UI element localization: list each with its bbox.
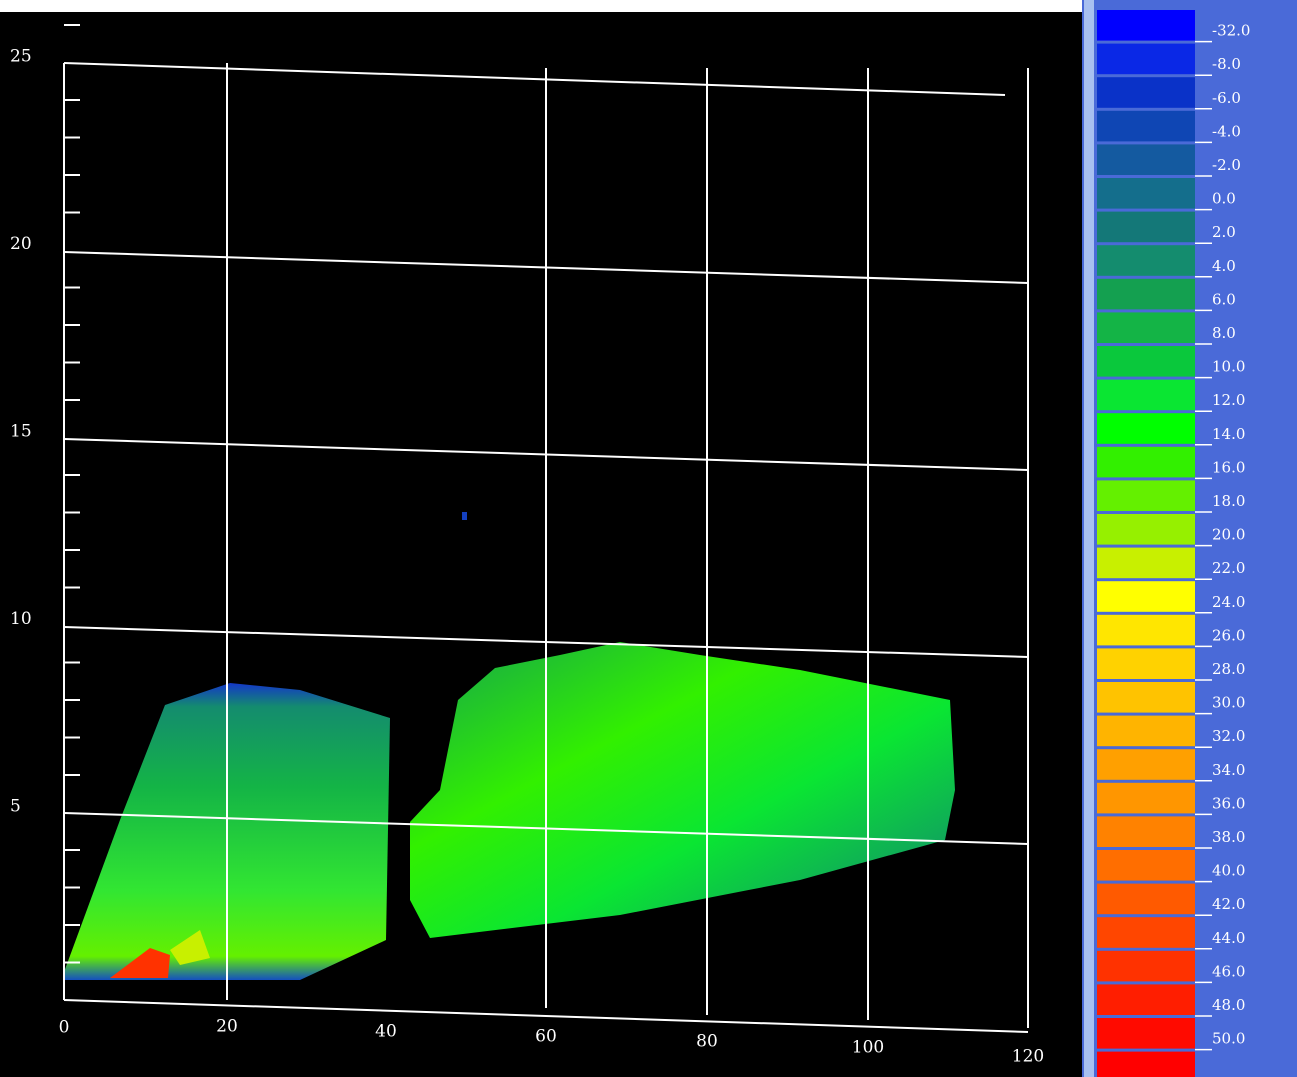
y-tick-label: 25 [10,47,32,67]
colorbar-label: 12.0 [1212,391,1245,409]
color-swatch [1097,850,1195,881]
color-swatch [1097,413,1195,444]
colorbar-label: 18.0 [1212,492,1245,510]
colorbar-label: 6.0 [1212,290,1236,308]
color-swatch [1097,514,1195,545]
color-swatch [1097,783,1195,814]
color-swatch [1097,917,1195,948]
colorbar-label: 36.0 [1212,794,1245,812]
x-tick-label: 40 [375,1022,397,1042]
colorbar-label: 50.0 [1212,1030,1245,1048]
echo-speck [462,512,467,520]
colorbar-label: 2.0 [1212,223,1236,241]
y-tick-label: 5 [10,797,21,817]
x-tick-label: 120 [1012,1047,1044,1067]
colorbar-label: 10.0 [1212,358,1245,376]
colorbar-label: 14.0 [1212,425,1245,443]
colorbar-label: -6.0 [1212,89,1241,107]
color-swatch [1097,749,1195,780]
color-swatch [1097,111,1195,142]
colorbar-label: 46.0 [1212,962,1245,980]
color-swatch [1097,10,1195,41]
y-tick-label: 15 [10,422,32,442]
colorbar-label: 44.0 [1212,929,1245,947]
color-swatch [1097,447,1195,478]
color-swatch [1097,648,1195,679]
color-swatch [1097,1052,1195,1077]
color-swatch [1097,212,1195,243]
color-swatch [1097,312,1195,343]
colorbar-label: -4.0 [1212,122,1241,140]
colorbar-label: 40.0 [1212,862,1245,880]
color-swatch [1097,716,1195,747]
color-swatch [1097,346,1195,377]
colorbar-label: 0.0 [1212,190,1236,208]
x-tick-label: 0 [59,1018,70,1038]
colorbar-label: -8.0 [1212,55,1241,73]
page: 0 20 40 60 80 100 120 25 20 15 10 5 -32.0 -8.0 -6.0 -… [0,0,1297,1077]
colorbar-label: 28.0 [1212,660,1245,678]
panel-border [1084,0,1094,1077]
color-swatch [1097,816,1195,847]
color-swatch [1097,44,1195,75]
colorbar-label: -32.0 [1212,22,1250,40]
color-swatch [1097,951,1195,982]
colorbar-label: 22.0 [1212,559,1245,577]
color-swatch [1097,380,1195,411]
color-swatch [1097,615,1195,646]
colorbar-label: 42.0 [1212,895,1245,913]
color-swatch [1097,682,1195,713]
color-swatch [1097,144,1195,175]
color-swatch [1097,480,1195,511]
colorbar-label: 8.0 [1212,324,1236,342]
x-tick-label: 80 [696,1032,718,1052]
colorbar-label: 48.0 [1212,996,1245,1014]
colorbar-label: 24.0 [1212,593,1245,611]
colorbar-label: 32.0 [1212,727,1245,745]
color-swatch [1097,1018,1195,1049]
colorbar-label: 4.0 [1212,257,1236,275]
colorbar-label: -2.0 [1212,156,1241,174]
x-tick-label: 20 [216,1017,238,1037]
colorbar-label: 26.0 [1212,626,1245,644]
color-swatch [1097,279,1195,310]
color-swatch [1097,984,1195,1015]
radar-display: 0 20 40 60 80 100 120 25 20 15 10 5 -32.0 -8.0 -6.0 -… [0,0,1297,1077]
color-swatch [1097,581,1195,612]
x-tick-label: 100 [852,1038,884,1058]
color-swatch [1097,245,1195,276]
color-swatch [1097,548,1195,579]
y-tick-label: 10 [10,609,32,629]
colorbar-label: 30.0 [1212,694,1245,712]
colorbar-label: 20.0 [1212,526,1245,544]
colorbar-label: 34.0 [1212,761,1245,779]
color-swatch [1097,884,1195,915]
color-swatch [1097,178,1195,209]
colorbar-label: 16.0 [1212,458,1245,476]
color-swatch [1097,77,1195,108]
colorbar-label: 38.0 [1212,828,1245,846]
x-tick-label: 60 [535,1027,557,1047]
y-tick-label: 20 [10,234,32,254]
